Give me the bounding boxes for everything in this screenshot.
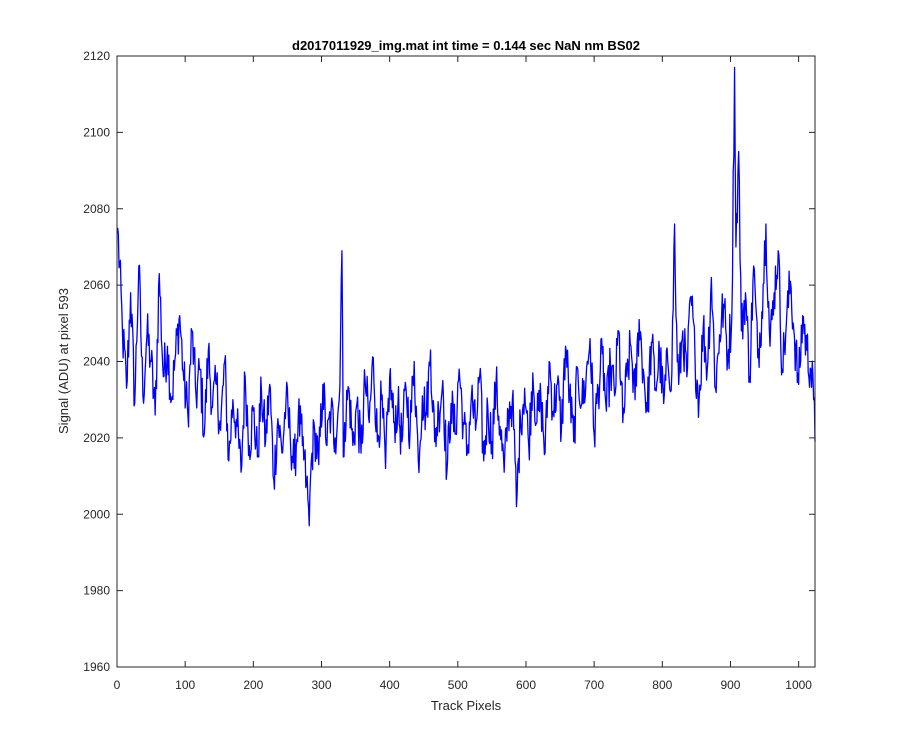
plot-area — [117, 56, 815, 667]
x-tick-label: 400 — [380, 678, 400, 692]
series-line — [117, 66, 816, 527]
x-tick-label: 300 — [311, 678, 331, 692]
y-tick-label: 2100 — [83, 125, 110, 139]
x-tick-label: 900 — [720, 678, 740, 692]
y-tick-label: 2080 — [83, 202, 110, 216]
x-axis: 0 100 200 300 400 500 600 700 800 900 1000 — [114, 56, 812, 692]
x-axis-label: Track Pixels — [431, 698, 502, 713]
y-tick-label: 1980 — [83, 584, 110, 598]
y-tick-label: 2060 — [83, 278, 110, 292]
y-tick-label: 2040 — [83, 355, 110, 369]
x-tick-label: 500 — [448, 678, 468, 692]
chart-title: d2017011929_img.mat int time = 0.144 sec… — [292, 38, 640, 53]
y-tick-label: 1960 — [83, 660, 110, 674]
x-tick-label: 200 — [243, 678, 263, 692]
x-tick-label: 100 — [175, 678, 195, 692]
y-axis-label: Signal (ADU) at pixel 593 — [56, 288, 71, 434]
y-tick-label: 2000 — [83, 507, 110, 521]
x-tick-label: 1000 — [785, 678, 812, 692]
data-layer — [117, 66, 816, 527]
y-axis: 1960 1980 2000 2020 2040 2060 2080 2100 2120 — [83, 49, 815, 674]
x-tick-label: 800 — [652, 678, 672, 692]
y-tick-label: 2120 — [83, 49, 110, 63]
x-tick-label: 600 — [516, 678, 536, 692]
x-tick-label: 0 — [114, 678, 121, 692]
y-tick-label: 2020 — [83, 431, 110, 445]
x-tick-label: 700 — [584, 678, 604, 692]
